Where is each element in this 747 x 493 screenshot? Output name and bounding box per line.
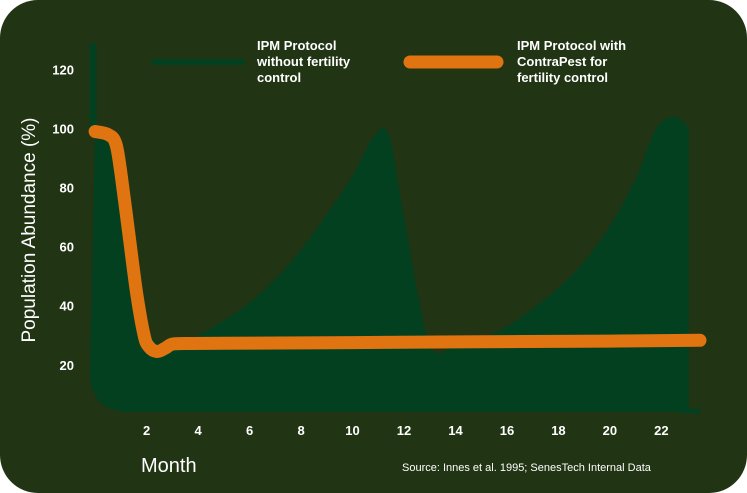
x-tick-label: 12 [397, 423, 411, 438]
x-tick-label: 10 [345, 423, 359, 438]
y-axis-title: Population Abundance (%) [19, 118, 40, 343]
x-tick-label: 16 [500, 423, 514, 438]
x-tick-label: 4 [194, 423, 202, 438]
y-tick-label: 80 [60, 181, 74, 196]
legend-label-with-contrapest: IPM Protocol with ContraPest for fertility… [517, 38, 626, 85]
legend-label-without-fertility-control: IPM Protocol without fertility control [256, 38, 351, 85]
x-tick-label: 14 [448, 423, 463, 438]
x-tick-label: 6 [246, 423, 253, 438]
y-tick-label: 60 [60, 240, 74, 255]
y-tick-label: 40 [60, 299, 74, 314]
source-note: Source: Innes et al. 1995; SenesTech Int… [402, 462, 652, 474]
x-tick-label: 8 [297, 423, 304, 438]
y-tick-label: 100 [52, 122, 74, 137]
x-tick-label: 2 [143, 423, 150, 438]
x-tick-label: 20 [603, 423, 617, 438]
legend: IPM Protocol without fertility control IPM… [151, 38, 626, 85]
x-tick-label: 18 [551, 423, 565, 438]
x-axis-title: Month [141, 455, 197, 477]
y-tick-label: 20 [60, 358, 74, 373]
x-tick-label: 22 [654, 423, 668, 438]
series-area-without-fertility-control [90, 116, 688, 412]
series-line-with-contrapest [88, 125, 707, 358]
y-tick-label: 120 [52, 63, 74, 78]
